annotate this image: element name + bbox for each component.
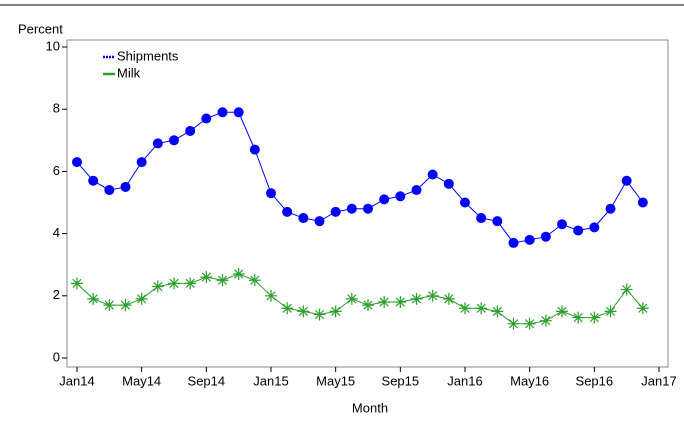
point	[459, 302, 471, 315]
y-tick-label: 8	[53, 101, 60, 116]
point	[476, 213, 487, 224]
point	[330, 206, 341, 217]
point	[200, 271, 213, 284]
point	[605, 203, 616, 214]
point	[539, 314, 552, 327]
point	[379, 194, 390, 205]
x-tick-label: May15	[316, 373, 355, 388]
point	[508, 237, 519, 248]
x-tick-label: Sep15	[382, 373, 420, 388]
point	[524, 234, 535, 245]
point	[185, 125, 196, 136]
point	[151, 280, 164, 293]
point	[266, 188, 276, 199]
point	[557, 219, 567, 230]
legend-label: Shipments	[117, 48, 179, 63]
point	[297, 305, 310, 318]
point	[637, 197, 648, 208]
y-tick-label: 0	[53, 349, 60, 364]
point	[248, 274, 261, 287]
point	[410, 292, 423, 305]
x-axis-label: Month	[352, 400, 388, 415]
point	[345, 292, 358, 305]
point	[573, 225, 584, 236]
y-axis-label: Percent	[18, 21, 63, 36]
point	[556, 305, 568, 318]
point	[491, 305, 504, 318]
point	[201, 113, 212, 124]
point	[523, 317, 536, 330]
x-tick-label: Sep16	[576, 373, 614, 388]
point	[216, 274, 229, 287]
point	[540, 231, 551, 242]
point	[363, 203, 373, 214]
point	[443, 178, 454, 189]
point	[475, 302, 488, 315]
point	[282, 206, 293, 217]
x-tick-label: Jan17	[641, 373, 676, 388]
point	[184, 277, 197, 290]
point	[281, 302, 294, 315]
point	[378, 296, 391, 309]
point	[362, 299, 374, 312]
point	[604, 305, 617, 318]
y-tick-label: 10	[46, 38, 60, 53]
point	[169, 135, 179, 146]
point	[249, 144, 260, 155]
point	[427, 169, 438, 180]
point	[232, 268, 245, 281]
y-tick-label: 6	[53, 163, 60, 178]
point	[620, 283, 633, 296]
point	[314, 216, 325, 227]
point	[71, 277, 83, 290]
y-tick-label: 2	[53, 287, 60, 302]
point	[152, 138, 163, 149]
point	[329, 305, 342, 318]
point	[87, 292, 100, 305]
point	[217, 107, 228, 118]
point	[135, 292, 148, 305]
point	[394, 296, 407, 309]
point	[411, 185, 422, 196]
series-line	[76, 273, 644, 325]
point	[507, 317, 520, 330]
point	[104, 185, 115, 196]
point	[136, 157, 147, 168]
x-tick-label: Sep14	[188, 373, 226, 388]
x-tick-label: Jan16	[447, 373, 482, 388]
point	[103, 299, 116, 312]
point	[442, 292, 455, 305]
point	[621, 175, 632, 186]
point	[589, 222, 600, 233]
x-tick-label: Jan14	[59, 373, 94, 388]
point	[572, 311, 585, 324]
y-tick-label: 4	[53, 225, 60, 240]
x-tick-label: May14	[122, 373, 161, 388]
point	[119, 299, 132, 312]
point	[168, 277, 180, 290]
point	[588, 311, 601, 324]
x-tick-label: May16	[510, 373, 549, 388]
x-tick-label: Jan15	[253, 373, 288, 388]
point	[265, 289, 277, 302]
point	[460, 197, 470, 208]
point	[88, 175, 99, 186]
point	[492, 216, 503, 227]
point	[233, 107, 244, 118]
plot-frame	[66, 39, 669, 368]
point	[313, 308, 326, 321]
point	[346, 203, 357, 214]
point	[120, 181, 131, 192]
point	[636, 302, 649, 315]
point	[72, 157, 82, 168]
point	[395, 191, 406, 202]
point	[426, 289, 439, 302]
legend-label: Milk	[117, 65, 141, 80]
point	[298, 213, 309, 224]
